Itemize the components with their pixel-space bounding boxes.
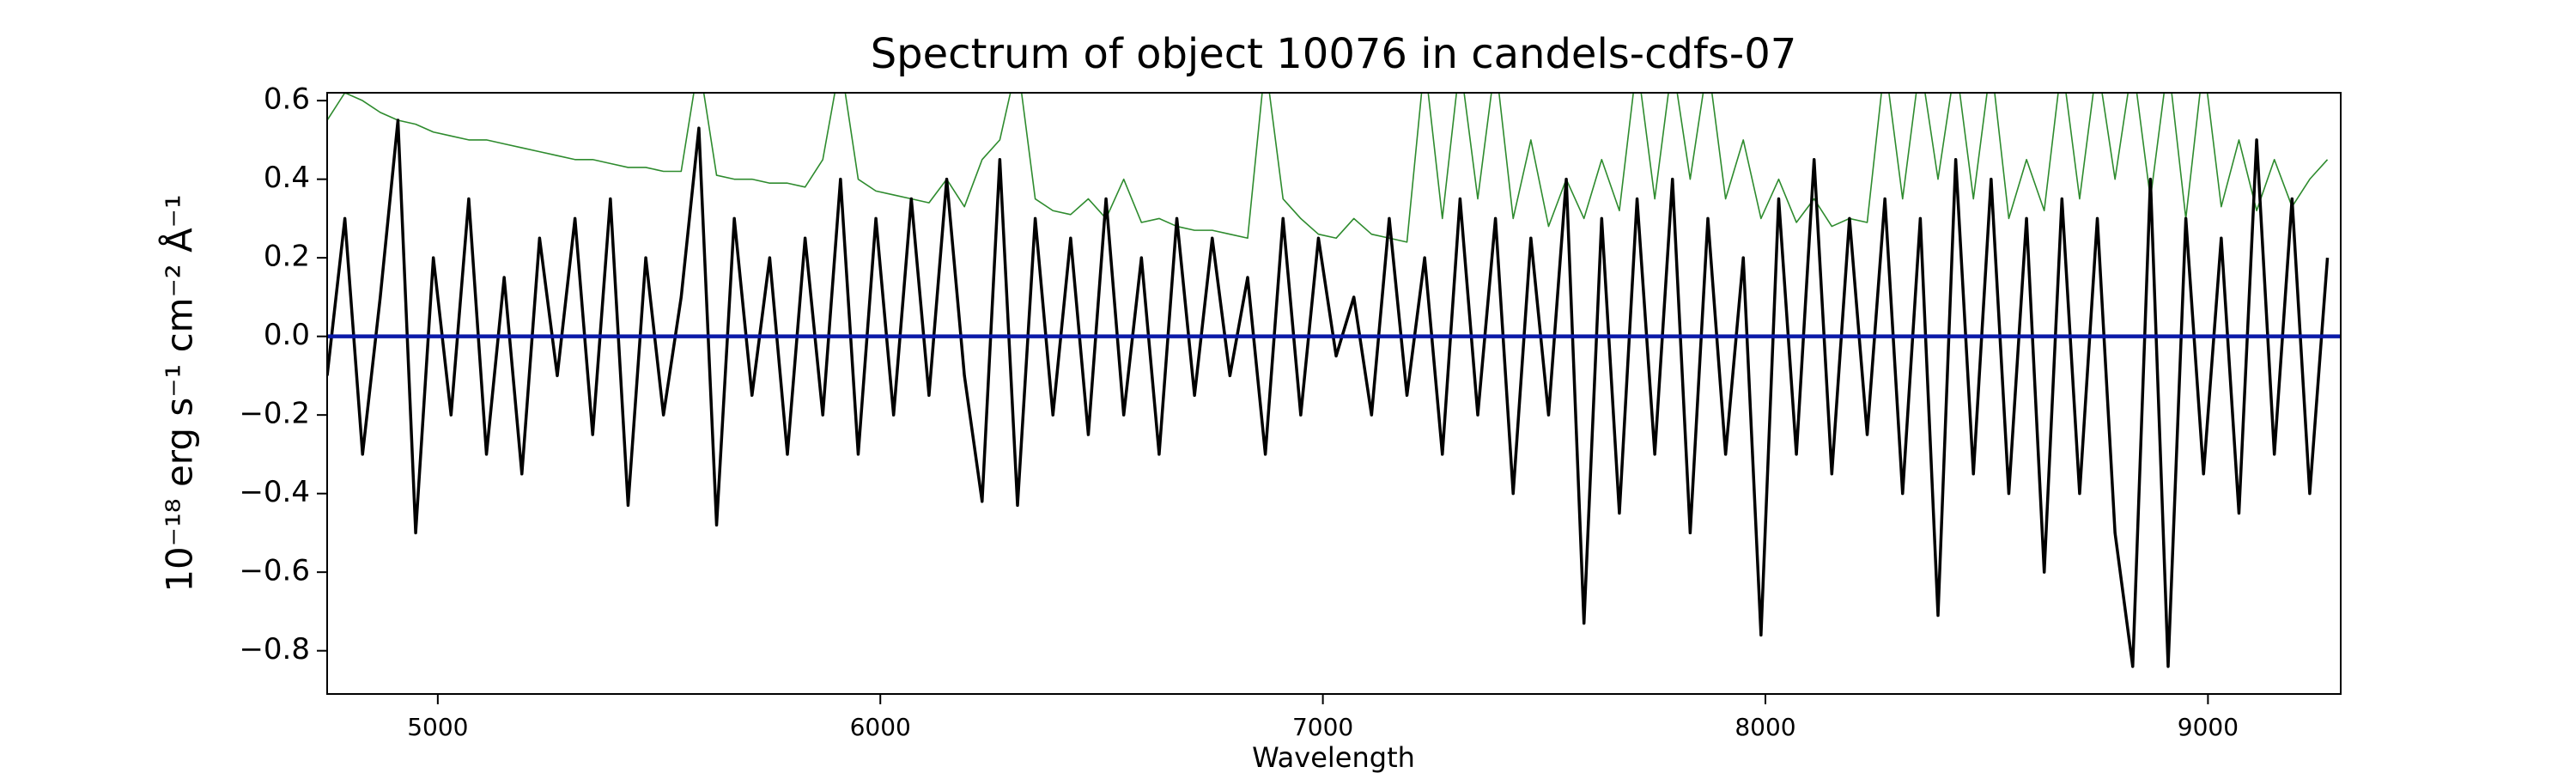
axes-frame	[326, 92, 2342, 695]
y-tick-label: 0.6	[264, 82, 310, 117]
y-tick-label: 0.2	[264, 240, 310, 274]
spectrum-line	[327, 119, 2330, 668]
chart-title: Spectrum of object 10076 in candels-cdfs…	[871, 30, 1797, 78]
x-tick-label: 9000	[2178, 713, 2239, 741]
y-tick-label: 0.0	[264, 318, 310, 352]
x-tick-label: 5000	[407, 713, 468, 741]
y-axis-label: 10⁻¹⁸ erg s⁻¹ cm⁻² Å⁻¹	[158, 194, 201, 592]
plot-lines	[327, 93, 2341, 668]
y-tick-label: −0.4	[239, 475, 310, 509]
y-tick-label: −0.8	[239, 632, 310, 666]
x-tick-label: 6000	[850, 713, 911, 741]
y-tick-label: −0.6	[239, 554, 310, 588]
x-tick-label: 8000	[1735, 713, 1795, 741]
x-axis-label: Wavelength	[1252, 741, 1415, 773]
x-tick-label: 7000	[1292, 713, 1353, 741]
y-tick-label: −0.2	[239, 397, 310, 431]
y-tick-label: 0.4	[264, 161, 310, 195]
spectrum-line	[327, 93, 2329, 243]
